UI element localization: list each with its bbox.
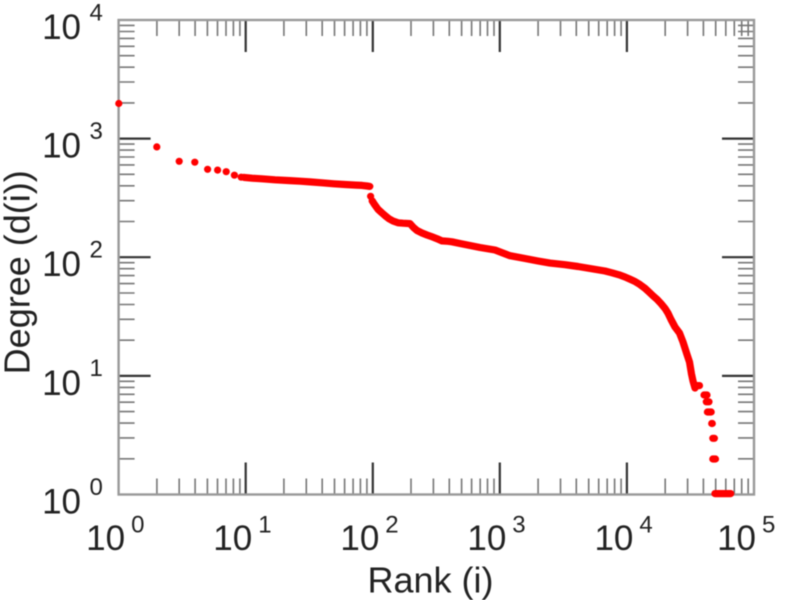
svg-text:Degree (d(i)): Degree (d(i)) <box>0 170 38 374</box>
svg-text:0: 0 <box>90 474 103 501</box>
svg-text:0: 0 <box>131 512 144 539</box>
svg-text:5: 5 <box>762 512 775 539</box>
svg-text:10: 10 <box>86 519 125 558</box>
svg-text:3: 3 <box>512 512 525 539</box>
svg-text:10: 10 <box>467 519 506 558</box>
svg-text:1: 1 <box>90 355 103 382</box>
svg-text:10: 10 <box>42 364 81 403</box>
svg-text:10: 10 <box>717 519 756 558</box>
svg-text:3: 3 <box>90 118 103 145</box>
svg-text:2: 2 <box>385 512 398 539</box>
svg-text:1: 1 <box>258 512 271 539</box>
svg-text:10: 10 <box>340 519 379 558</box>
svg-text:10: 10 <box>42 245 81 284</box>
svg-text:4: 4 <box>639 512 652 539</box>
svg-text:10: 10 <box>213 519 252 558</box>
svg-text:10: 10 <box>42 8 81 47</box>
svg-text:4: 4 <box>90 0 103 26</box>
svg-text:10: 10 <box>42 127 81 166</box>
svg-text:10: 10 <box>594 519 633 558</box>
svg-text:Rank (i): Rank (i) <box>367 560 493 600</box>
svg-text:10: 10 <box>42 483 81 522</box>
svg-text:2: 2 <box>90 237 103 264</box>
